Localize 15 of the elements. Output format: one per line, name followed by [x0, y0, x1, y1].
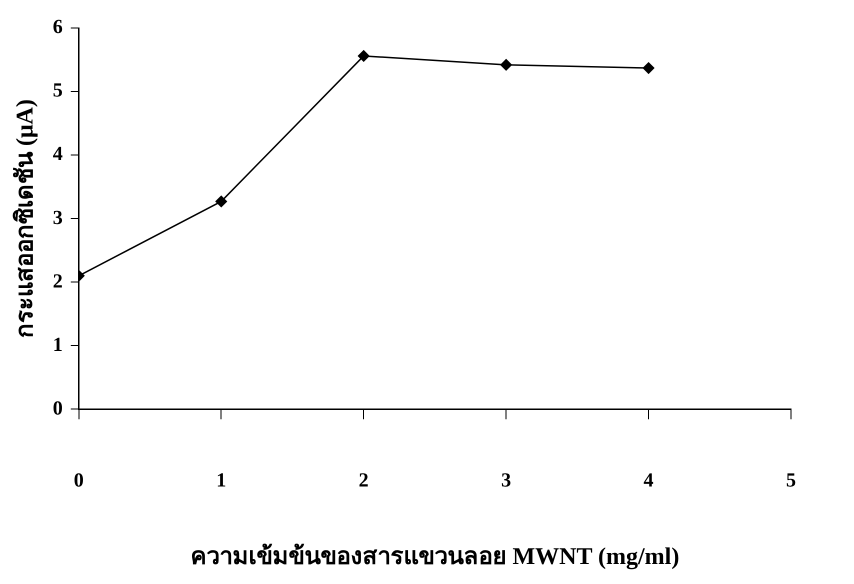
x-axis-title: ความเข้มข้นของสารแขวนลอย MWNT (mg/ml)	[190, 542, 680, 570]
y-axis-title: กระแสออกซิเดชัน (μA)	[12, 99, 39, 338]
x-tick-label: 2	[358, 469, 369, 492]
x-tick-label: 5	[786, 469, 796, 492]
y-tick-label: 5	[52, 80, 63, 102]
y-tick-label: 6	[52, 16, 63, 38]
x-tick-label: 4	[644, 469, 654, 492]
y-tick-label: 3	[52, 206, 63, 229]
x-tick-label: 0	[74, 469, 84, 492]
x-tick-label: 3	[501, 469, 512, 492]
x-tick-label: 1	[216, 469, 226, 492]
y-tick-label: 2	[52, 270, 63, 292]
y-tick-label: 4	[52, 143, 63, 166]
y-tick-label: 1	[52, 334, 63, 356]
y-tick-label: 0	[52, 397, 63, 420]
